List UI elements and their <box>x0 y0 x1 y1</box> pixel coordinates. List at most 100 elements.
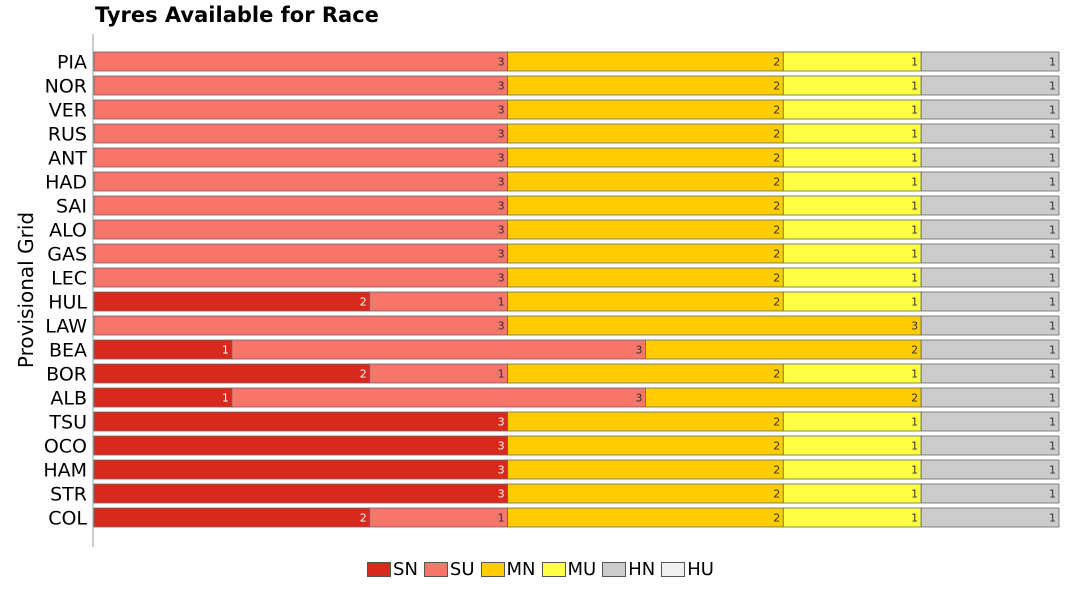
data-label-hul-hn: 1 <box>1049 296 1056 309</box>
bar-sai-mu <box>782 195 922 216</box>
data-label-nor-su: 3 <box>498 80 505 93</box>
bar-hul-hn <box>920 291 1060 312</box>
data-label-oco-hn: 1 <box>1049 440 1056 453</box>
data-label-lec-mu: 1 <box>911 272 918 285</box>
data-label-ham-mn: 2 <box>773 464 780 477</box>
bar-rus-su <box>93 123 508 144</box>
data-label-col-mn: 2 <box>773 512 780 525</box>
y-tick-had: HAD <box>45 172 87 194</box>
y-tick-col: COL <box>48 508 87 530</box>
legend-swatch-hn <box>602 562 627 577</box>
bar-nor-mu <box>782 75 922 96</box>
legend-label-mn: MN <box>506 559 536 580</box>
data-label-oco-mu: 1 <box>911 440 918 453</box>
legend-item-mn: MN <box>480 559 536 580</box>
legend-label-mu: MU <box>567 559 597 580</box>
data-label-pia-su: 3 <box>498 56 505 69</box>
data-label-rus-mu: 1 <box>911 128 918 141</box>
bar-sai-hn <box>920 195 1060 216</box>
data-label-ant-mn: 2 <box>773 152 780 165</box>
bar-nor-mn <box>507 75 784 96</box>
legend-item-hn: HN <box>602 559 655 580</box>
y-tick-bea: BEA <box>49 340 87 362</box>
y-tick-alb: ALB <box>50 388 87 410</box>
chart-title: Tyres Available for Race <box>95 3 379 27</box>
data-label-ant-hn: 1 <box>1049 152 1056 165</box>
bar-ant-mn <box>507 147 784 168</box>
legend-label-su: SU <box>449 559 475 580</box>
bar-str-sn <box>93 483 508 504</box>
y-tick-lec: LEC <box>51 268 87 290</box>
data-label-oco-sn: 3 <box>498 440 505 453</box>
bar-bea-mn <box>645 339 922 360</box>
legend-swatch-mn <box>480 562 505 577</box>
bar-had-su <box>93 171 508 192</box>
bar-hul-sn <box>93 291 371 312</box>
bar-oco-mu <box>782 435 922 456</box>
y-tick-ham: HAM <box>43 460 87 482</box>
bar-law-hn <box>920 315 1060 336</box>
data-label-tsu-hn: 1 <box>1049 416 1056 429</box>
data-label-law-su: 3 <box>498 320 505 333</box>
legend-item-sn: SN <box>367 559 418 580</box>
data-label-lec-hn: 1 <box>1049 272 1056 285</box>
y-tick-labels: PIANORVERRUSANTHADSAIALOGASLECHULLAWBEAB… <box>43 52 87 530</box>
bar-hul-mu <box>782 291 922 312</box>
data-label-ham-mu: 1 <box>911 464 918 477</box>
bar-ver-su <box>93 99 508 120</box>
bar-law-su <box>93 315 508 336</box>
data-label-ver-hn: 1 <box>1049 104 1056 117</box>
bar-lec-su <box>93 267 508 288</box>
bar-alo-mu <box>782 219 922 240</box>
data-label-nor-mn: 2 <box>773 80 780 93</box>
data-label-had-su: 3 <box>498 176 505 189</box>
data-label-ant-mu: 1 <box>911 152 918 165</box>
bar-pia-mu <box>782 51 922 72</box>
y-tick-gas: GAS <box>47 244 87 266</box>
legend-swatch-mu <box>541 562 566 577</box>
data-label-sai-hn: 1 <box>1049 200 1056 213</box>
y-tick-alo: ALO <box>49 220 87 242</box>
bar-had-mu <box>782 171 922 192</box>
data-label-alo-mn: 2 <box>773 224 780 237</box>
data-label-alo-mu: 1 <box>911 224 918 237</box>
legend-swatch-hu <box>661 562 686 577</box>
data-label-str-mu: 1 <box>911 488 918 501</box>
legend-item-su: SU <box>423 559 475 580</box>
data-label-ant-su: 3 <box>498 152 505 165</box>
legend-item-hu: HU <box>661 559 714 580</box>
data-label-hul-mn: 2 <box>773 296 780 309</box>
bar-ver-mu <box>782 99 922 120</box>
bar-alo-hn <box>920 219 1060 240</box>
bar-tsu-mu <box>782 411 922 432</box>
bar-hul-su <box>369 291 508 312</box>
legend-item-mu: MU <box>541 559 597 580</box>
y-tick-nor: NOR <box>45 76 87 98</box>
data-label-col-mu: 1 <box>911 512 918 525</box>
data-label-gas-su: 3 <box>498 248 505 261</box>
data-label-gas-mn: 2 <box>773 248 780 261</box>
data-label-bor-mu: 1 <box>911 368 918 381</box>
y-tick-pia: PIA <box>57 52 87 74</box>
bar-pia-mn <box>507 51 784 72</box>
y-tick-tsu: TSU <box>48 412 87 434</box>
data-label-alb-hn: 1 <box>1049 392 1056 405</box>
bar-gas-su <box>93 243 508 264</box>
bar-ant-hn <box>920 147 1060 168</box>
legend: SN SU MN MU HN HU <box>0 559 1081 580</box>
data-label-alo-su: 3 <box>498 224 505 237</box>
bar-col-su <box>369 507 508 528</box>
bar-hul-mn <box>507 291 784 312</box>
y-tick-bor: BOR <box>46 364 87 386</box>
bar-rus-hn <box>920 123 1060 144</box>
y-axis-label: Provisional Grid <box>14 212 38 368</box>
y-tick-ant: ANT <box>48 148 87 170</box>
data-label-ver-mu: 1 <box>911 104 918 117</box>
data-label-tsu-mn: 2 <box>773 416 780 429</box>
bar-sai-mn <box>507 195 784 216</box>
y-tick-oco: OCO <box>44 436 87 458</box>
data-label-ver-mn: 2 <box>773 104 780 117</box>
bar-gas-hn <box>920 243 1060 264</box>
data-label-bea-su: 3 <box>635 344 642 357</box>
data-label-sai-mn: 2 <box>773 200 780 213</box>
